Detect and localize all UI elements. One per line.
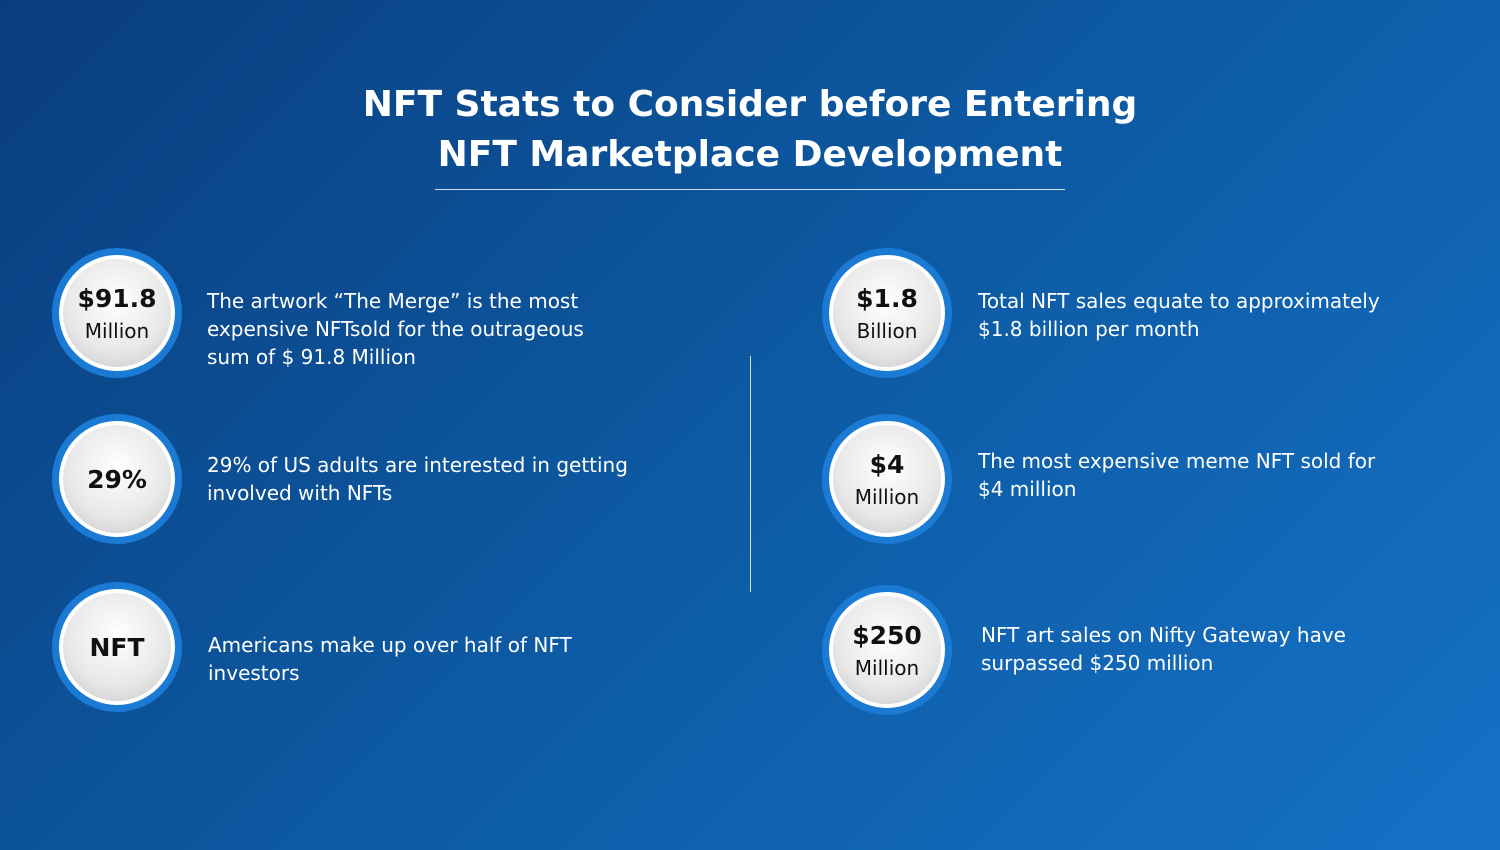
stat-unit: Million <box>854 484 920 509</box>
stat-badge: 29% <box>52 414 182 544</box>
text-line: investors <box>208 661 300 685</box>
text-line: 29% of US adults are interested in getti… <box>207 453 628 477</box>
stat-badge: $250 Million <box>822 585 952 715</box>
text-line: expensive NFTsold for the outrageous <box>207 317 584 341</box>
stat-value: $250 <box>852 620 922 650</box>
stat-value: 29% <box>87 464 147 494</box>
divider <box>435 189 1065 190</box>
text-line: surpassed $250 million <box>981 651 1214 675</box>
stat-description: Americans make up over half of NFT invest… <box>208 631 572 687</box>
stat-description: 29% of US adults are interested in getti… <box>207 451 628 507</box>
text-line: $4 million <box>978 477 1077 501</box>
divider <box>750 356 751 592</box>
stat-description: The most expensive meme NFT sold for $4 m… <box>978 447 1375 503</box>
stat-badge: $1.8 Billion <box>822 248 952 378</box>
stat-badge: NFT <box>52 582 182 712</box>
stat-value: $1.8 <box>856 283 918 313</box>
stat-value: NFT <box>89 632 145 662</box>
title-line: NFT Stats to Consider before Entering <box>362 84 1138 125</box>
text-line: Americans make up over half of NFT <box>208 633 572 657</box>
stat-description: NFT art sales on Nifty Gateway have surpa… <box>981 621 1346 677</box>
stat-badge: $4 Million <box>822 414 952 544</box>
title: NFT Stats to Consider before Entering NF… <box>0 80 1500 180</box>
stat-description: Total NFT sales equate to approximately $… <box>978 287 1380 343</box>
stat-description: The artwork “The Merge” is the most expen… <box>207 287 584 371</box>
text-line: NFT art sales on Nifty Gateway have <box>981 623 1346 647</box>
text-line: $1.8 billion per month <box>978 317 1200 341</box>
text-line: involved with NFTs <box>207 481 393 505</box>
text-line: Total NFT sales equate to approximately <box>978 289 1380 313</box>
stat-value: $4 <box>869 449 905 479</box>
text-line: The artwork “The Merge” is the most <box>207 289 579 313</box>
text-line: sum of $ 91.8 Million <box>207 345 416 369</box>
stat-unit: Million <box>84 318 150 343</box>
stat-unit: Million <box>854 655 920 680</box>
stat-unit: Billion <box>856 318 918 343</box>
stat-value: $91.8 <box>77 283 157 313</box>
title-line: NFT Marketplace Development <box>437 134 1063 175</box>
text-line: The most expensive meme NFT sold for <box>978 449 1376 473</box>
stat-badge: $91.8 Million <box>52 248 182 378</box>
